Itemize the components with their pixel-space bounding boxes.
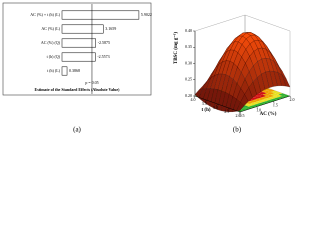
x-axis-label: AC (%)	[260, 112, 277, 117]
y-tick	[205, 99, 207, 103]
x-tick	[289, 95, 292, 99]
x-tick	[273, 101, 275, 104]
x-tick-label: 1.0	[256, 108, 261, 113]
z-tick-label: 0.40	[185, 28, 192, 33]
x-axis-label: Estimate of the Standard Effects (Absolu…	[35, 87, 121, 92]
bar	[61, 10, 140, 20]
y-tick-label: 2.0	[236, 113, 241, 118]
floor-contour	[262, 96, 270, 99]
floor-contour	[240, 108, 249, 111]
floor-contour	[278, 93, 287, 96]
floor-contour	[282, 94, 290, 98]
caption: (b)	[233, 126, 242, 134]
floor-contour	[261, 101, 270, 104]
plot-frame	[2, 2, 152, 96]
y-tick	[227, 107, 229, 111]
floor-contour	[250, 97, 258, 100]
z-tick-label: 0.20	[185, 93, 192, 98]
category-label: AC (%) (Q)	[41, 40, 61, 45]
value-label: 0.3868	[69, 68, 80, 73]
bar	[61, 38, 96, 48]
floor-contour	[257, 102, 265, 106]
y-tick	[193, 95, 196, 99]
floor-contour	[263, 88, 272, 91]
value-label: 5.9022	[141, 12, 152, 17]
floor-contour	[273, 97, 282, 100]
value-label: -2.5875	[98, 40, 110, 45]
bar	[61, 24, 104, 34]
floor-contour	[277, 96, 286, 99]
floor-contour	[249, 100, 258, 103]
caption: (a)	[73, 126, 81, 134]
z-tick-label: 0.35	[185, 44, 192, 49]
floor-contour	[265, 100, 274, 103]
floor-contour	[248, 105, 257, 108]
floor-contour	[249, 102, 258, 106]
floor-contour	[270, 90, 279, 94]
floor-contour	[253, 98, 262, 102]
y-tick-label: 3.0	[213, 105, 218, 110]
floor-contour	[254, 96, 263, 99]
floor-contour	[267, 89, 275, 92]
floor-contour	[257, 97, 266, 100]
category-label: AC (%) + t (h) (L)	[30, 12, 60, 17]
y-tick-label: 4.0	[191, 97, 196, 102]
reference-label: p = 0.05	[85, 80, 98, 85]
floor-contour	[254, 93, 263, 96]
floor-contour	[262, 93, 271, 96]
floor-contour	[245, 104, 253, 107]
floor-contour	[258, 92, 267, 95]
y-tick-label: 2.5	[224, 109, 229, 114]
floor-contour	[252, 104, 261, 107]
floor-contour	[244, 106, 253, 110]
floor-contour	[266, 92, 275, 95]
floor-contour	[265, 97, 274, 100]
floor-contour	[258, 94, 267, 98]
bar	[61, 66, 68, 76]
y-axis-label: t (h)	[201, 108, 210, 113]
z-tick-label: 0.30	[185, 60, 192, 65]
floor-contour	[274, 92, 283, 95]
y-tick-label: 3.5	[202, 101, 207, 106]
y-tick	[216, 103, 218, 107]
x-axis	[239, 95, 291, 113]
floor-contour	[261, 98, 270, 102]
x-tick-label: 2.0	[290, 97, 295, 102]
category-label: AC (%) (L)	[41, 26, 60, 31]
y-tick	[238, 111, 241, 115]
floor-contour	[274, 94, 283, 98]
floor-contour	[253, 101, 262, 104]
x-tick-label: 1.5	[273, 102, 278, 107]
figure: AC (%) + t (h) (L) 5.9022 AC (%) (L) 3.1659…	[2, 2, 295, 134]
floor-contour	[266, 94, 275, 98]
value-label: 3.1659	[105, 26, 116, 31]
z-axis-label: TBSC (mg g⁻¹)	[173, 32, 179, 65]
category-label: t (h) (L)	[47, 68, 61, 73]
floor-contour	[262, 90, 271, 94]
z-tick-label: 0.25	[185, 77, 192, 82]
floor-contour	[245, 101, 254, 104]
x-tick-label: 0.5	[240, 113, 245, 118]
x-tick	[256, 106, 258, 109]
floor-contour	[257, 100, 266, 103]
floor-contour	[269, 98, 278, 102]
bar	[61, 52, 96, 62]
x-tick	[239, 111, 242, 115]
floor-contour	[270, 93, 279, 96]
category-label: t (h) (Q)	[47, 54, 61, 59]
value-label: -2.5573	[97, 54, 109, 59]
floor-contour	[270, 96, 278, 99]
